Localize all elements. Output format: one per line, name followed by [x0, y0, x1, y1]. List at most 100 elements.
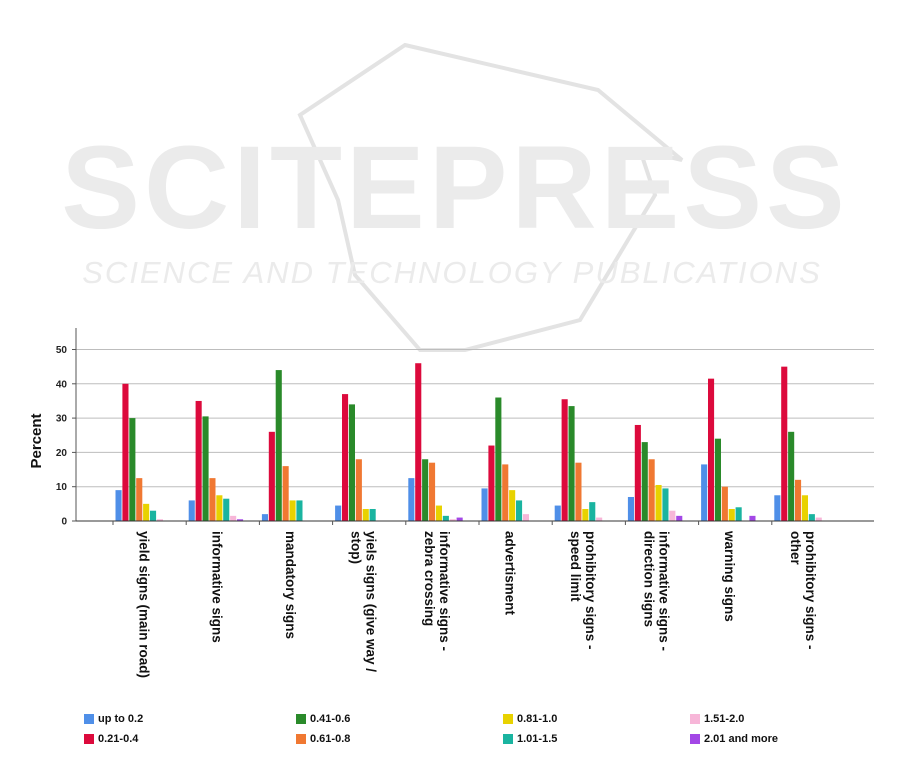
category-label: informative signs -	[656, 531, 671, 651]
bar	[209, 478, 216, 521]
bar	[749, 515, 756, 521]
bar	[150, 510, 157, 521]
bar	[156, 519, 163, 521]
bar	[596, 517, 603, 521]
bar	[488, 445, 495, 521]
bar	[188, 500, 195, 521]
bar	[509, 490, 516, 521]
bar	[575, 462, 582, 521]
category-label: warning signs	[722, 530, 737, 622]
bar	[815, 517, 822, 521]
bar	[275, 370, 282, 521]
bar	[216, 495, 223, 521]
bar	[296, 500, 303, 521]
y-tick-label: 50	[56, 345, 68, 356]
bar	[408, 478, 415, 521]
bar	[223, 498, 230, 521]
category-label: direction signs	[641, 531, 656, 627]
bar	[495, 397, 502, 521]
y-tick-label: 20	[56, 448, 68, 459]
bar	[143, 503, 150, 521]
y-tick-label: 10	[56, 482, 68, 493]
bar	[342, 394, 349, 521]
bar	[348, 404, 355, 521]
watermark-subtitle: SCIENCE AND TECHNOLOGY PUBLICATIONS	[82, 255, 822, 290]
bar	[641, 442, 648, 521]
watermark-title: SCITEPRESS	[61, 122, 849, 254]
bar	[708, 378, 715, 521]
bar	[435, 505, 442, 521]
bar	[429, 462, 436, 521]
category-label: advertisment	[503, 531, 518, 616]
bar	[568, 406, 575, 521]
category-label: yield signs (main road)	[137, 531, 152, 678]
bar	[202, 416, 209, 521]
bar	[701, 464, 708, 521]
bar	[261, 514, 268, 521]
bar	[634, 424, 641, 521]
bar	[662, 488, 669, 521]
bar	[362, 508, 369, 521]
bars	[115, 363, 822, 521]
y-tick-label: 40	[56, 379, 68, 390]
bar	[456, 517, 463, 521]
bar	[122, 383, 129, 521]
bar	[589, 502, 596, 521]
bar	[237, 519, 244, 521]
gridlines	[76, 349, 874, 488]
bar	[669, 510, 676, 521]
bar	[449, 519, 456, 521]
bar	[289, 500, 296, 521]
category-labels: yield signs (main road) informative signs…	[112, 521, 818, 678]
bar	[554, 505, 561, 521]
bar	[735, 507, 742, 521]
y-axis: 0 10 20 30 40 50	[56, 328, 77, 528]
bar	[282, 466, 289, 521]
bar	[268, 431, 275, 521]
bar	[502, 464, 509, 521]
bar	[714, 438, 721, 521]
bar	[369, 508, 376, 521]
bar	[582, 508, 589, 521]
bar	[415, 363, 422, 521]
bar	[230, 515, 237, 521]
bar	[481, 488, 488, 521]
bar	[721, 486, 728, 521]
bar	[808, 514, 815, 521]
category-label: prohibitory signs -	[583, 531, 598, 650]
watermark-emblem	[297, 42, 684, 352]
category-label: mandatory signs	[283, 531, 298, 639]
category-label: other	[788, 531, 803, 565]
bar	[115, 490, 122, 521]
category-label: zebra crossing	[422, 531, 437, 626]
bar	[442, 515, 449, 521]
category-label: prohibitory signs -	[803, 531, 818, 650]
bar	[627, 496, 634, 521]
bar	[422, 459, 429, 521]
bar	[129, 418, 136, 521]
bar	[195, 400, 202, 521]
y-tick-label: 0	[61, 517, 67, 528]
bar	[335, 505, 342, 521]
bar	[728, 508, 735, 521]
category-label: informative signs -	[437, 531, 452, 651]
bar	[522, 514, 529, 521]
bar	[655, 484, 662, 521]
bar	[801, 495, 808, 521]
category-label: stop)	[349, 531, 364, 564]
y-axis-title: Percent	[28, 413, 45, 468]
category-label: informative signs	[210, 531, 225, 643]
bar	[648, 459, 655, 521]
bar	[136, 478, 143, 521]
bar	[781, 366, 788, 521]
bar	[676, 515, 683, 521]
bar	[516, 500, 523, 521]
y-tick-label: 30	[56, 414, 68, 425]
bar	[774, 495, 781, 521]
bar	[795, 479, 802, 521]
category-label: yiels signs (give way /	[364, 531, 379, 672]
bar	[355, 459, 362, 521]
bar	[561, 399, 568, 521]
